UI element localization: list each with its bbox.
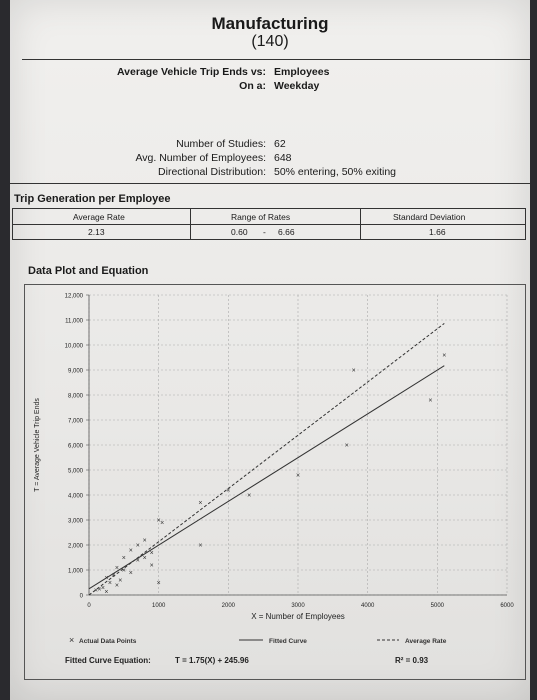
- rates-table: Average Rate Range of Rates Standard Dev…: [12, 208, 526, 240]
- data-point: ×: [115, 583, 119, 590]
- data-point: ×: [157, 518, 161, 525]
- data-point: ×: [442, 353, 446, 360]
- data-point: ×: [143, 538, 147, 545]
- data-point: ×: [129, 548, 133, 555]
- data-point: ×: [104, 575, 108, 582]
- data-point: ×: [157, 580, 161, 587]
- data-point: ×: [352, 368, 356, 375]
- data-point: ×: [136, 543, 140, 550]
- x-tick-label: 3000: [291, 603, 305, 609]
- plot-frame: 0 1,000 2,000 3,000 4,000 5,000 6,000 7,000 8,00…: [24, 284, 526, 680]
- y-axis-ticks: 0 1,000 2,000 3,000 4,000 5,000 6,000 7,000 8,00…: [65, 294, 89, 600]
- directional-distribution-value: 50% entering, 50% exiting: [274, 166, 396, 178]
- data-point: ×: [143, 555, 147, 562]
- data-point: ×: [97, 586, 101, 593]
- x-tick-label: 0: [87, 603, 91, 609]
- data-point: ×: [198, 543, 202, 550]
- data-point: ×: [296, 473, 300, 480]
- data-point: ×: [101, 585, 105, 592]
- avg-employees-value: 648: [274, 152, 292, 164]
- land-use-code: (140): [251, 33, 289, 50]
- standard-deviation-value: 1.66: [429, 227, 446, 237]
- x-tick-label: 5000: [431, 603, 445, 609]
- data-point: ×: [150, 563, 154, 570]
- y-tick-label: 5,000: [68, 469, 84, 475]
- x-tick-label: 4000: [361, 603, 375, 609]
- y-tick-label: 6,000: [68, 444, 84, 450]
- data-point: ×: [150, 550, 154, 557]
- y-tick-label: 0: [80, 594, 84, 600]
- page-title: Manufacturing: [211, 14, 329, 33]
- equation-label: Fitted Curve Equation:: [65, 656, 151, 665]
- average-rate-header: Average Rate: [73, 212, 125, 222]
- legend-fitted-curve: Fitted Curve: [269, 638, 307, 645]
- x-tick-label: 2000: [222, 603, 236, 609]
- data-point: ×: [115, 565, 119, 572]
- legend: × Actual Data Points Fitted Curve Averag…: [69, 635, 447, 645]
- equation-value: T = 1.75(X) + 245.96: [175, 656, 249, 665]
- data-point: ×: [122, 568, 126, 575]
- x-axis-ticks: 0 1000 2000 3000 4000 5000 6000: [87, 603, 514, 609]
- time-period-value: Weekday: [274, 80, 320, 92]
- average-rate-value: 2.13: [88, 227, 105, 237]
- data-point: ×: [198, 500, 202, 507]
- r-squared-value: R² = 0.93: [395, 656, 429, 665]
- trip-generation-heading: Trip Generation per Employee: [14, 193, 171, 205]
- y-tick-label: 12,000: [65, 294, 84, 300]
- legend-average-rate: Average Rate: [405, 638, 447, 645]
- avg-employees-label: Avg. Number of Employees:: [135, 152, 266, 164]
- standard-deviation-header: Standard Deviation: [393, 212, 466, 222]
- y-tick-label: 7,000: [68, 419, 84, 425]
- header-rule: [22, 59, 530, 60]
- y-axis-label: T = Average Vehicle Trip Ends: [34, 398, 41, 492]
- data-point: ×: [136, 558, 140, 565]
- fitted-curve-line: [88, 365, 445, 590]
- time-period-label: On a:: [239, 80, 266, 92]
- data-point: ×: [160, 520, 164, 527]
- directional-distribution-label: Directional Distribution:: [158, 166, 266, 178]
- y-tick-label: 8,000: [68, 394, 84, 400]
- legend-actual-data-points: Actual Data Points: [79, 638, 137, 645]
- document-page: Manufacturing (140) Average Vehicle Trip…: [10, 0, 530, 700]
- average-rate-line: [88, 323, 445, 596]
- table-row-divider: [13, 224, 525, 225]
- section-rule: [10, 183, 530, 184]
- y-tick-label: 9,000: [68, 369, 84, 375]
- data-point: ×: [108, 580, 112, 587]
- range-separator: -: [263, 227, 266, 237]
- data-point: ×: [345, 443, 349, 450]
- legend-marker-glyph: ×: [69, 635, 74, 645]
- independent-variable-value: Employees: [274, 66, 330, 78]
- data-point: ×: [104, 589, 108, 596]
- x-tick-label: 6000: [500, 603, 514, 609]
- y-tick-label: 2,000: [68, 544, 84, 550]
- data-point: ×: [247, 493, 251, 500]
- data-point: ×: [111, 573, 115, 580]
- x-axis-label: X = Number of Employees: [251, 612, 345, 621]
- data-point: ×: [129, 570, 133, 577]
- range-high-value: 6.66: [278, 227, 295, 237]
- x-tick-label: 1000: [152, 603, 166, 609]
- number-of-studies-value: 62: [274, 138, 286, 150]
- range-of-rates-header: Range of Rates: [231, 212, 291, 222]
- number-of-studies-label: Number of Studies:: [176, 138, 266, 150]
- data-point: ×: [94, 588, 98, 595]
- data-points: ××××××××× ××××× ×× × ×× × ××× ××× ×××× ××: [94, 353, 446, 596]
- data-point: ×: [122, 555, 126, 562]
- y-tick-label: 3,000: [68, 519, 84, 525]
- scatter-chart: 0 1,000 2,000 3,000 4,000 5,000 6,000 7,000 8,00…: [34, 294, 514, 666]
- y-tick-label: 11,000: [65, 319, 84, 325]
- data-plot-heading: Data Plot and Equation: [28, 265, 149, 277]
- y-tick-label: 1,000: [68, 569, 84, 575]
- data-point: ×: [118, 578, 122, 585]
- data-point: ×: [226, 488, 230, 495]
- data-point: ×: [428, 398, 432, 405]
- range-low-value: 0.60: [231, 227, 248, 237]
- y-tick-label: 10,000: [65, 344, 84, 350]
- independent-variable-label: Average Vehicle Trip Ends vs:: [116, 66, 266, 78]
- y-tick-label: 4,000: [68, 494, 84, 500]
